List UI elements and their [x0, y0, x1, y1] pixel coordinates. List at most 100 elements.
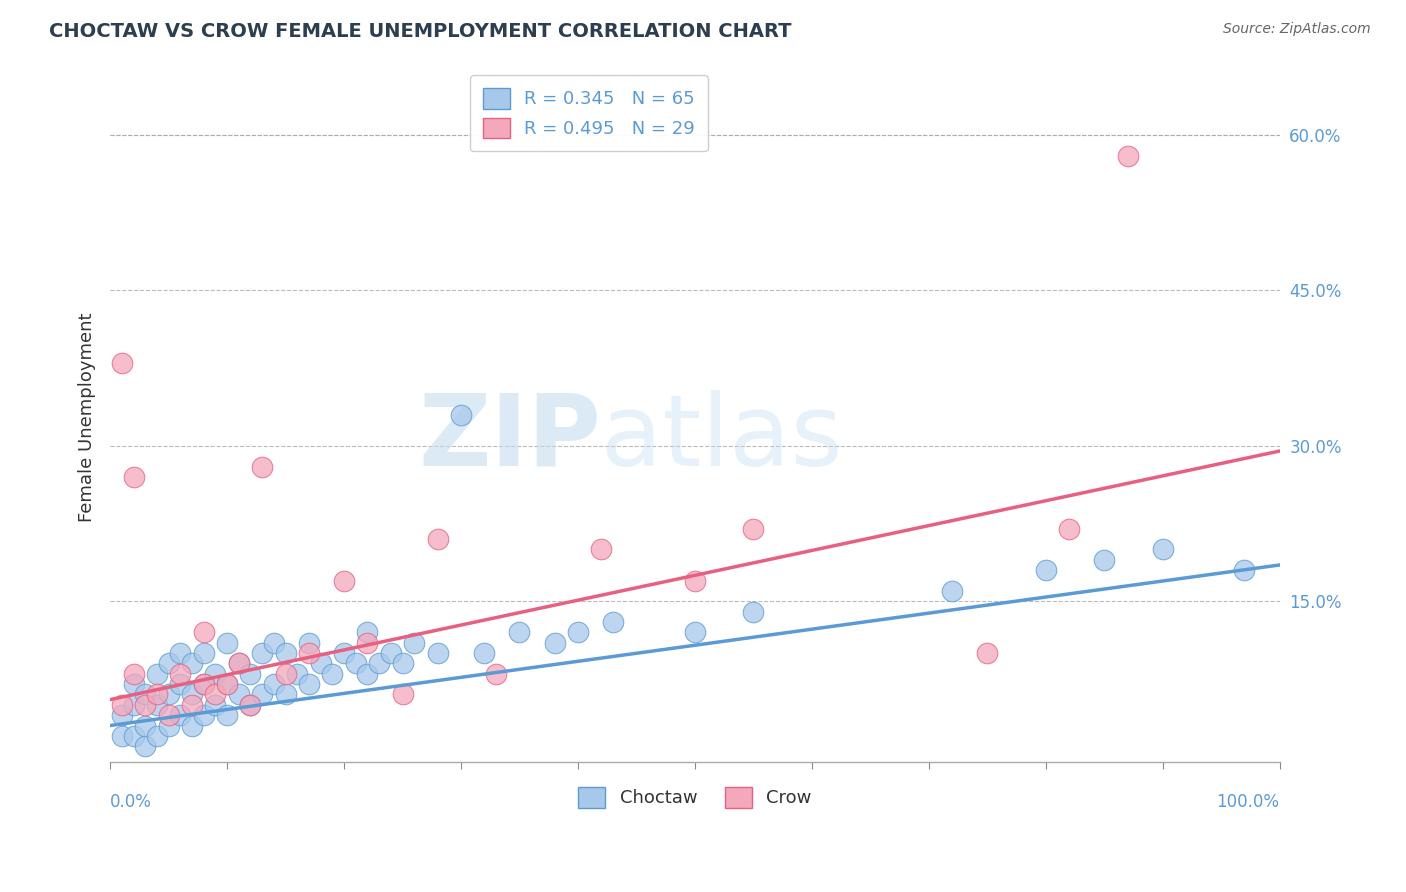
Point	[204, 698, 226, 712]
Point	[181, 688, 204, 702]
Point	[181, 718, 204, 732]
Point	[157, 688, 180, 702]
Point	[122, 666, 145, 681]
Point	[274, 688, 297, 702]
Point	[193, 677, 215, 691]
Point	[157, 657, 180, 671]
Point	[391, 657, 413, 671]
Text: CHOCTAW VS CROW FEMALE UNEMPLOYMENT CORRELATION CHART: CHOCTAW VS CROW FEMALE UNEMPLOYMENT CORR…	[49, 22, 792, 41]
Point	[1057, 522, 1080, 536]
Text: Source: ZipAtlas.com: Source: ZipAtlas.com	[1223, 22, 1371, 37]
Point	[344, 657, 367, 671]
Point	[134, 739, 156, 754]
Point	[134, 688, 156, 702]
Point	[111, 708, 134, 723]
Point	[298, 635, 321, 649]
Point	[217, 677, 239, 691]
Point	[1116, 149, 1139, 163]
Point	[404, 635, 426, 649]
Point	[426, 532, 449, 546]
Point	[146, 666, 169, 681]
Point	[368, 657, 391, 671]
Text: ZIP: ZIP	[419, 390, 602, 486]
Point	[508, 625, 530, 640]
Point	[591, 542, 613, 557]
Legend: Choctaw, Crow: Choctaw, Crow	[571, 780, 818, 814]
Point	[146, 698, 169, 712]
Point	[250, 459, 273, 474]
Point	[193, 625, 215, 640]
Point	[356, 666, 378, 681]
Point	[380, 646, 402, 660]
Point	[146, 688, 169, 702]
Point	[122, 470, 145, 484]
Point	[1035, 563, 1057, 577]
Point	[122, 698, 145, 712]
Point	[602, 615, 624, 629]
Point	[567, 625, 589, 640]
Point	[157, 708, 180, 723]
Point	[122, 729, 145, 743]
Point	[263, 635, 285, 649]
Point	[298, 677, 321, 691]
Point	[204, 688, 226, 702]
Point	[217, 708, 239, 723]
Point	[474, 646, 496, 660]
Point	[228, 657, 250, 671]
Text: 0.0%: 0.0%	[110, 793, 152, 811]
Point	[239, 666, 262, 681]
Point	[976, 646, 998, 660]
Point	[239, 698, 262, 712]
Y-axis label: Female Unemployment: Female Unemployment	[79, 312, 96, 522]
Point	[217, 677, 239, 691]
Point	[193, 677, 215, 691]
Point	[1233, 563, 1256, 577]
Point	[263, 677, 285, 691]
Point	[169, 666, 191, 681]
Point	[111, 729, 134, 743]
Point	[1152, 542, 1174, 557]
Point	[309, 657, 332, 671]
Point	[181, 698, 204, 712]
Text: atlas: atlas	[602, 390, 844, 486]
Point	[683, 625, 706, 640]
Point	[169, 646, 191, 660]
Point	[683, 574, 706, 588]
Point	[250, 646, 273, 660]
Point	[941, 583, 963, 598]
Point	[228, 688, 250, 702]
Point	[450, 408, 472, 422]
Point	[239, 698, 262, 712]
Point	[134, 718, 156, 732]
Point	[134, 698, 156, 712]
Point	[285, 666, 308, 681]
Point	[298, 646, 321, 660]
Point	[193, 708, 215, 723]
Point	[193, 646, 215, 660]
Point	[122, 677, 145, 691]
Point	[333, 646, 356, 660]
Point	[157, 718, 180, 732]
Point	[333, 574, 356, 588]
Point	[742, 605, 765, 619]
Point	[204, 666, 226, 681]
Point	[742, 522, 765, 536]
Text: 100.0%: 100.0%	[1216, 793, 1279, 811]
Point	[228, 657, 250, 671]
Point	[250, 688, 273, 702]
Point	[543, 635, 565, 649]
Point	[356, 625, 378, 640]
Point	[356, 635, 378, 649]
Point	[111, 356, 134, 370]
Point	[217, 635, 239, 649]
Point	[321, 666, 343, 681]
Point	[111, 698, 134, 712]
Point	[181, 657, 204, 671]
Point	[146, 729, 169, 743]
Point	[274, 646, 297, 660]
Point	[274, 666, 297, 681]
Point	[169, 708, 191, 723]
Point	[485, 666, 508, 681]
Point	[169, 677, 191, 691]
Point	[426, 646, 449, 660]
